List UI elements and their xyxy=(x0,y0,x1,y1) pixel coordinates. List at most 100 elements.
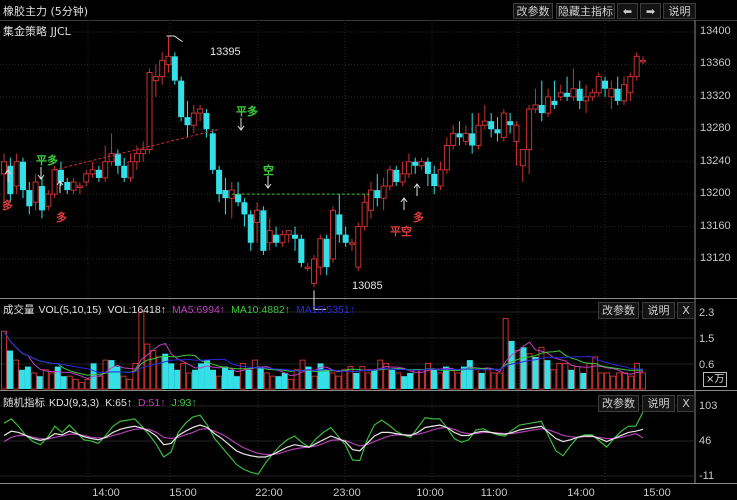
volume-bar-up xyxy=(610,375,617,390)
volume-bar-up xyxy=(341,369,348,390)
volume-bar-down xyxy=(305,366,312,389)
candle-body-up xyxy=(570,88,577,98)
volume-bar-up xyxy=(72,378,79,390)
candle-body-down xyxy=(216,169,223,195)
volume-bar-down xyxy=(430,369,437,389)
volume-modify-params-button[interactable]: 改参数 xyxy=(598,302,639,319)
candle-body-up xyxy=(545,96,552,114)
volume-bar-down xyxy=(245,369,252,389)
volume-bar-up xyxy=(436,372,443,390)
arrow-left-icon: ⬅ xyxy=(622,5,633,18)
candle-body-up xyxy=(146,72,153,151)
volume-bar-up xyxy=(347,366,354,390)
candle-body-down xyxy=(26,190,33,207)
candle-body-up xyxy=(197,108,204,114)
candle-body-up xyxy=(513,124,520,142)
volume-ma5-line xyxy=(3,330,644,380)
candle-body-up xyxy=(133,153,140,163)
kdj-k-value: K:65↑ xyxy=(105,397,133,409)
volume-bar-up xyxy=(150,350,157,390)
volume-bar-up xyxy=(502,317,509,390)
time-axis-label: 15:00 xyxy=(169,487,197,499)
kdj-modify-params-button[interactable]: 改参数 xyxy=(598,395,639,412)
volume-bar-down xyxy=(580,372,587,389)
volume-bar-down xyxy=(210,369,217,389)
volume-bar-down xyxy=(60,376,67,389)
volume-bar-down xyxy=(353,372,360,389)
candle-body-down xyxy=(431,173,438,187)
volume-bar-down xyxy=(508,340,515,389)
candle-body-down xyxy=(184,117,191,126)
volume-bar-down xyxy=(520,347,527,389)
volume-bar-up xyxy=(269,375,276,390)
candle-body-up xyxy=(329,209,336,260)
candle-body-up xyxy=(165,55,172,65)
candle-body-down xyxy=(64,181,71,191)
volume-bar-up xyxy=(359,366,366,390)
candle-body-down xyxy=(614,88,621,101)
low-marker xyxy=(313,290,327,310)
kdj-close-button[interactable]: X xyxy=(677,395,695,412)
volume-bar-down xyxy=(371,369,378,389)
volume-bar-down xyxy=(323,369,330,389)
volume-bar-up xyxy=(628,375,635,390)
candle-body-up xyxy=(108,153,115,163)
arrow-down-icon xyxy=(37,174,45,180)
volume-bar-down xyxy=(544,360,551,389)
candle-body-up xyxy=(475,124,482,146)
chart-title: 橡胶主力 (5分钟) xyxy=(3,5,89,18)
volume-bar-down xyxy=(233,376,240,389)
volume-explain-button[interactable]: 说明 xyxy=(642,302,675,319)
volume-bar-down xyxy=(54,366,61,389)
scroll-left-button[interactable]: ⬅ xyxy=(617,3,638,19)
candle-body-up xyxy=(152,76,159,82)
candle-body-down xyxy=(7,165,14,195)
candle-body-up xyxy=(279,234,286,244)
candle-body-up xyxy=(102,161,109,179)
volume-bar-down xyxy=(6,350,13,389)
volume-bar-down xyxy=(108,360,115,389)
candle-body-down xyxy=(323,238,330,268)
modify-params-button[interactable]: 改参数 xyxy=(513,3,553,19)
price-axis-label: 13120 xyxy=(700,252,731,264)
volume-bar-down xyxy=(407,372,414,389)
volume-bar-up xyxy=(490,372,497,390)
explain-button[interactable]: 说明 xyxy=(663,3,696,19)
volume-bar-up xyxy=(640,372,646,390)
volume-bar-down xyxy=(36,376,43,389)
volume-bar-up xyxy=(454,372,461,390)
volume-bar-up xyxy=(263,372,270,390)
volume-ma15: MA15:5351↑ xyxy=(296,304,355,316)
candle-body-up xyxy=(627,76,634,94)
volume-bar-up xyxy=(377,359,384,390)
hide-main-indicator-button[interactable]: 隐藏主指标 xyxy=(556,3,615,19)
arrow-up-icon xyxy=(4,169,12,175)
candle-body-down xyxy=(292,234,299,239)
candle-body-down xyxy=(19,161,26,191)
kdj-explain-button[interactable]: 说明 xyxy=(642,395,675,412)
candle-body-up xyxy=(386,169,393,187)
candle-body-down xyxy=(374,190,381,199)
volume-bar-up xyxy=(66,375,73,390)
scroll-right-button[interactable]: ➡ xyxy=(640,3,661,19)
close-signal-label: 空 xyxy=(263,164,274,177)
volume-bar-up xyxy=(496,372,503,390)
candle-body-up xyxy=(595,76,602,94)
candle-body-up xyxy=(159,59,166,78)
volume-ma5: MA5:6994↑ xyxy=(171,304,226,316)
time-axis-label: 10:00 xyxy=(416,487,444,499)
candle-body-down xyxy=(114,153,121,166)
candle-body-up xyxy=(640,59,646,63)
volume-bar-up xyxy=(562,362,569,390)
kdj-j-line xyxy=(3,411,644,475)
kdj-d-line xyxy=(3,426,644,456)
volume-close-button[interactable]: X xyxy=(677,302,695,319)
volume-bar-down xyxy=(162,353,169,389)
candle-body-up xyxy=(418,161,425,167)
volume-bar-up xyxy=(132,362,139,390)
volume-bar-up xyxy=(180,362,187,390)
volume-value: VOL:16418↑ xyxy=(107,304,166,316)
volume-bar-up xyxy=(126,378,133,390)
candle-body-up xyxy=(45,193,52,207)
